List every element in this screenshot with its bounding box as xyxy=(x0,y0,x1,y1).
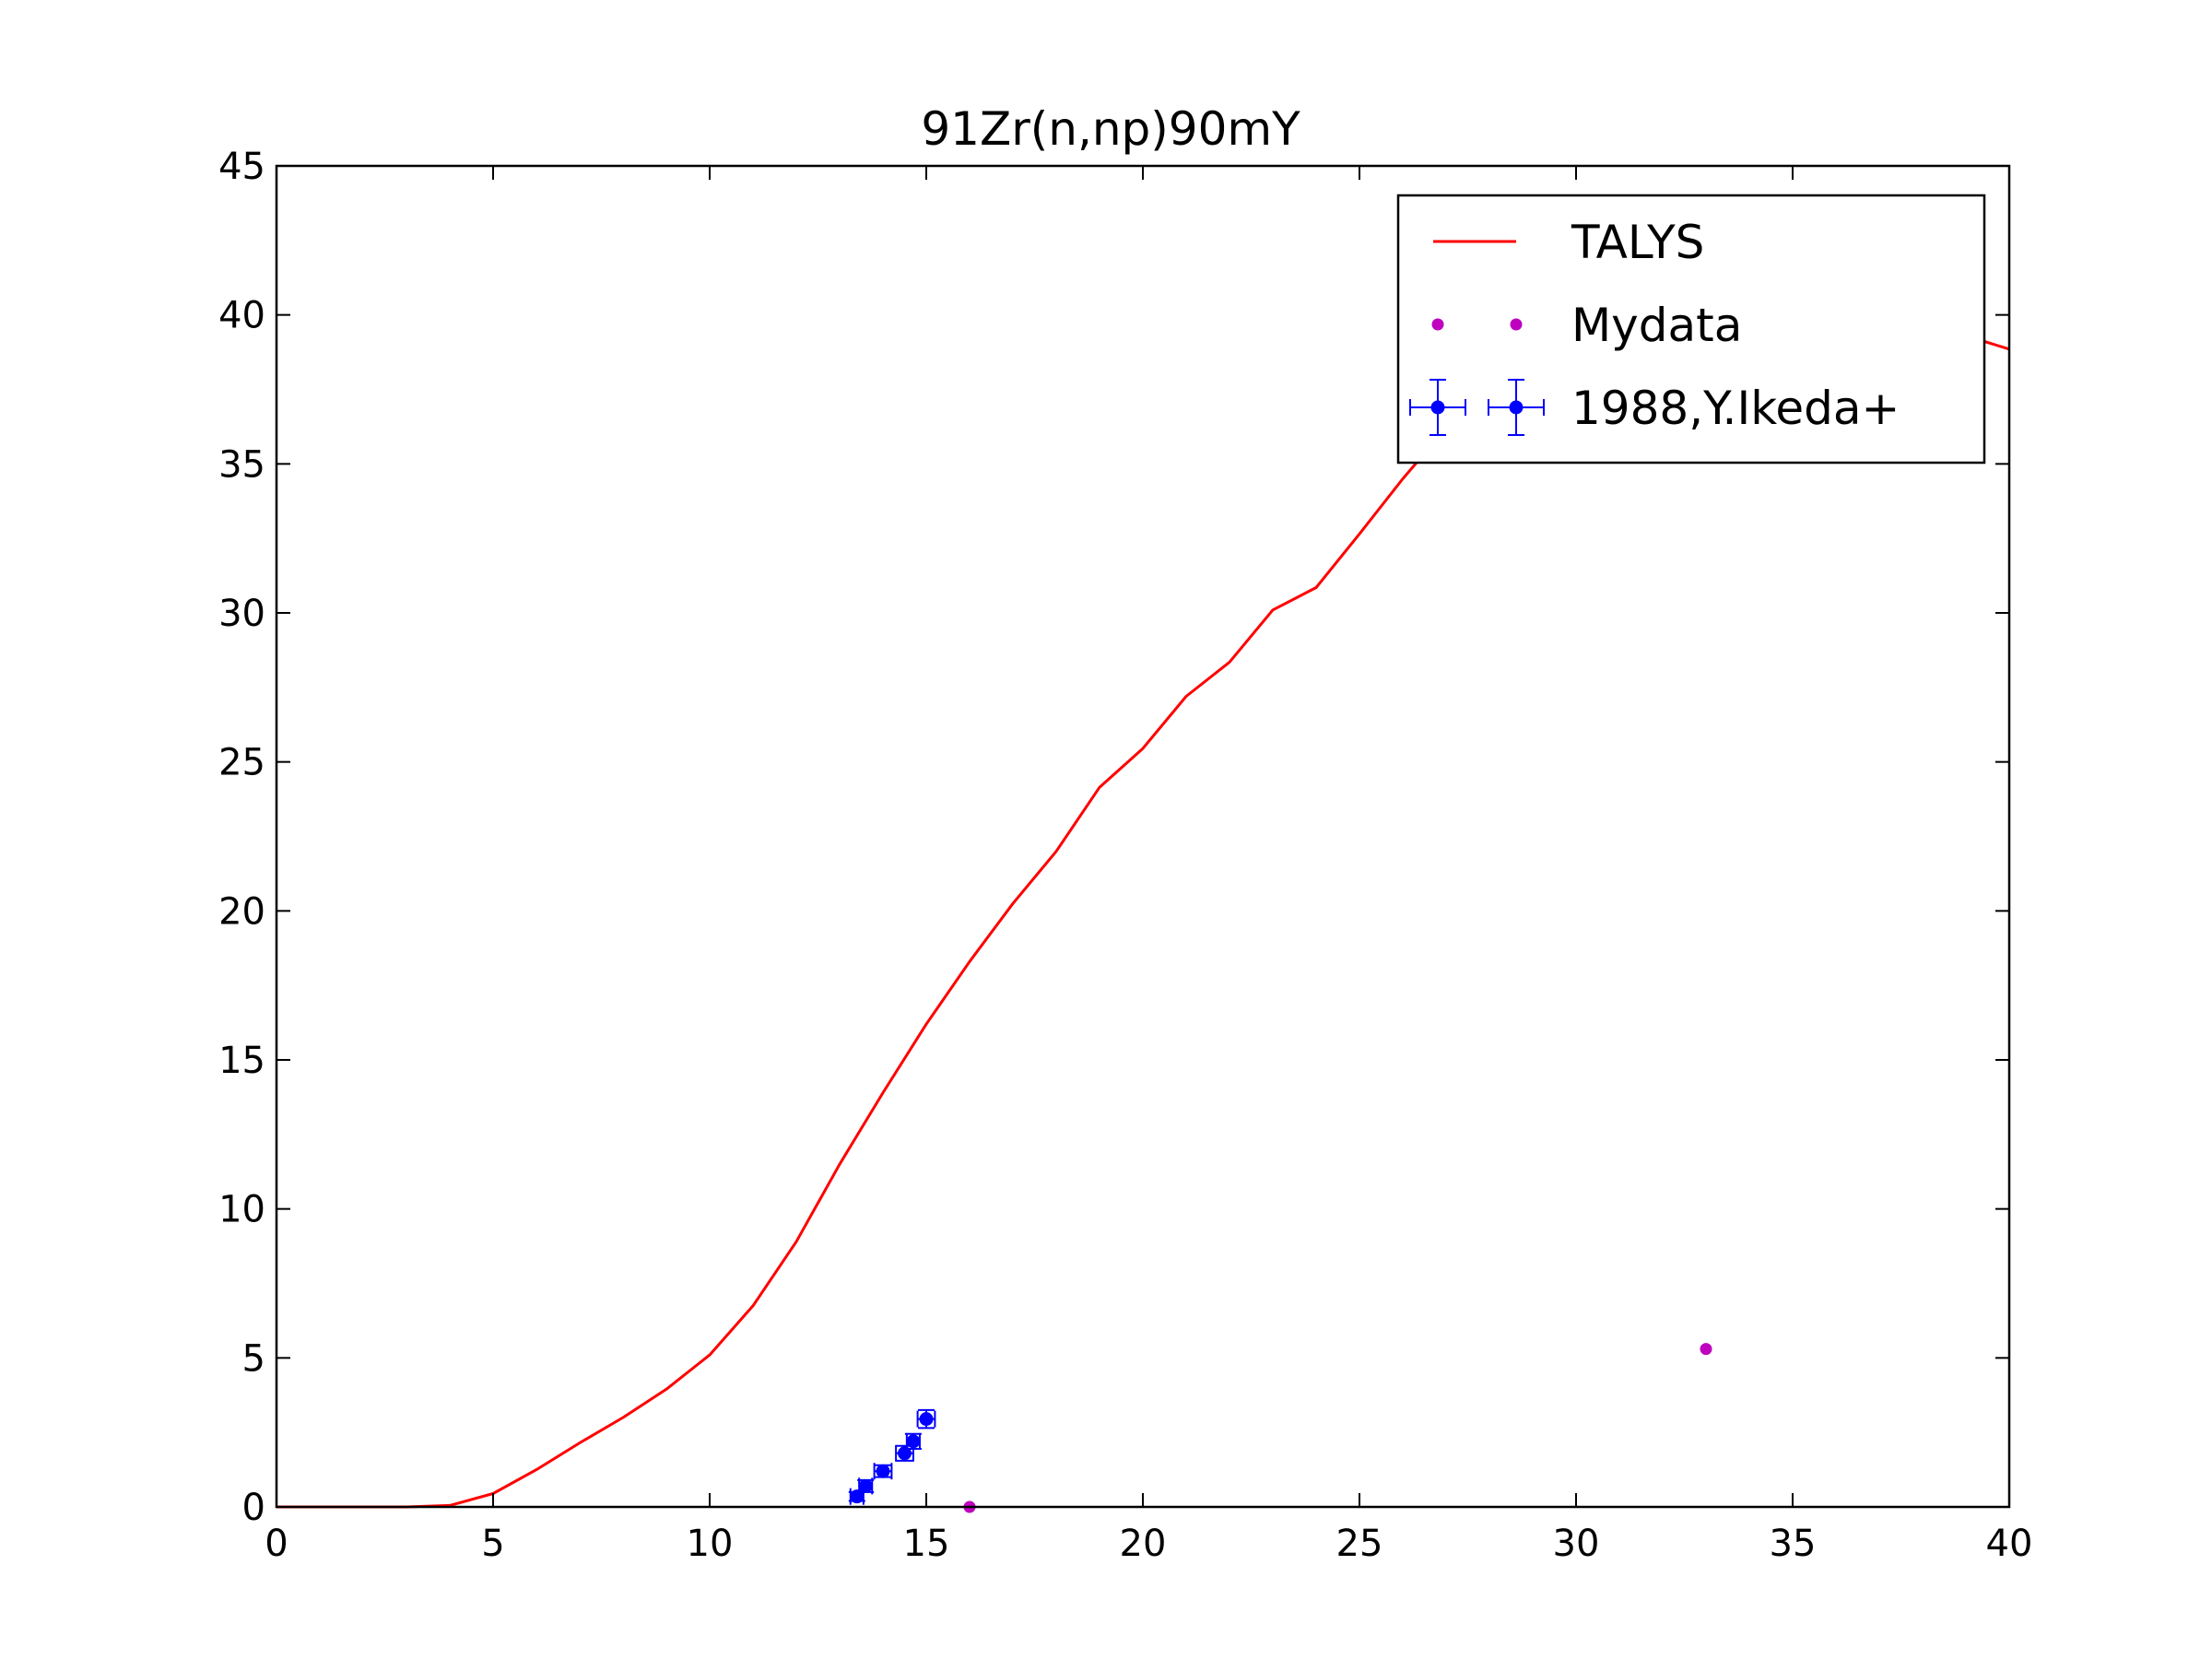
axis-ticks: 0 5 10 15 20 25 30 35 40 0 5 10 15 20 25 30 35 40 45 xyxy=(218,146,2032,1565)
x-tick-label: 35 xyxy=(1770,1523,1817,1565)
legend-swatch-dot xyxy=(1510,318,1523,331)
chart-title: 91Zr(n,np)90mY xyxy=(921,102,1300,156)
x-tick-label: 0 xyxy=(265,1523,288,1565)
legend: TALYS Mydata 1988,Y.Ikeda+ xyxy=(1396,194,1986,465)
y-tick-label: 5 xyxy=(242,1337,265,1380)
plot-series xyxy=(276,316,2010,1513)
ikeda-point xyxy=(904,1432,922,1450)
y-tick-label: 30 xyxy=(218,593,265,635)
ikeda-point xyxy=(916,1408,936,1430)
y-tick-label: 45 xyxy=(218,146,265,188)
y-tick-label: 0 xyxy=(242,1487,265,1529)
y-tick-label: 40 xyxy=(218,295,265,337)
x-tick-label: 30 xyxy=(1553,1523,1600,1565)
x-tick-label: 15 xyxy=(903,1523,950,1565)
legend-label: TALYS xyxy=(1571,216,1704,269)
x-tick-label: 40 xyxy=(1986,1523,2033,1565)
legend-item: TALYS xyxy=(1433,216,1704,269)
legend-label: 1988,Y.Ikeda+ xyxy=(1571,382,1900,435)
y-tick-label: 20 xyxy=(218,890,265,933)
x-tick-label: 10 xyxy=(687,1523,734,1565)
y-tick-label: 15 xyxy=(218,1040,265,1082)
talys-line xyxy=(276,316,2010,1509)
legend-item: 1988,Y.Ikeda+ xyxy=(1409,379,1900,436)
x-tick-label: 5 xyxy=(481,1523,504,1565)
mydata-point xyxy=(1700,1343,1712,1356)
y-tick-label: 10 xyxy=(218,1189,265,1231)
ikeda-point xyxy=(873,1463,893,1480)
legend-label: Mydata xyxy=(1571,299,1742,352)
legend-frame xyxy=(1396,194,1986,465)
legend-item: Mydata xyxy=(1431,299,1742,352)
x-tick-label: 20 xyxy=(1120,1523,1167,1565)
y-tick-label: 25 xyxy=(218,742,265,784)
y-tick-label: 35 xyxy=(218,443,265,486)
series-line xyxy=(276,316,2010,1509)
legend-swatch-errorbar xyxy=(1409,379,1466,436)
legend-swatch-errorbar xyxy=(1488,379,1545,436)
ikeda-point xyxy=(848,1488,865,1505)
series-errorbar xyxy=(848,1408,936,1505)
legend-swatch-dot xyxy=(1431,318,1444,331)
ikeda-point xyxy=(895,1444,914,1462)
series-scatter xyxy=(963,1343,1712,1513)
ikeda-point xyxy=(857,1477,875,1495)
x-tick-label: 25 xyxy=(1336,1523,1383,1565)
